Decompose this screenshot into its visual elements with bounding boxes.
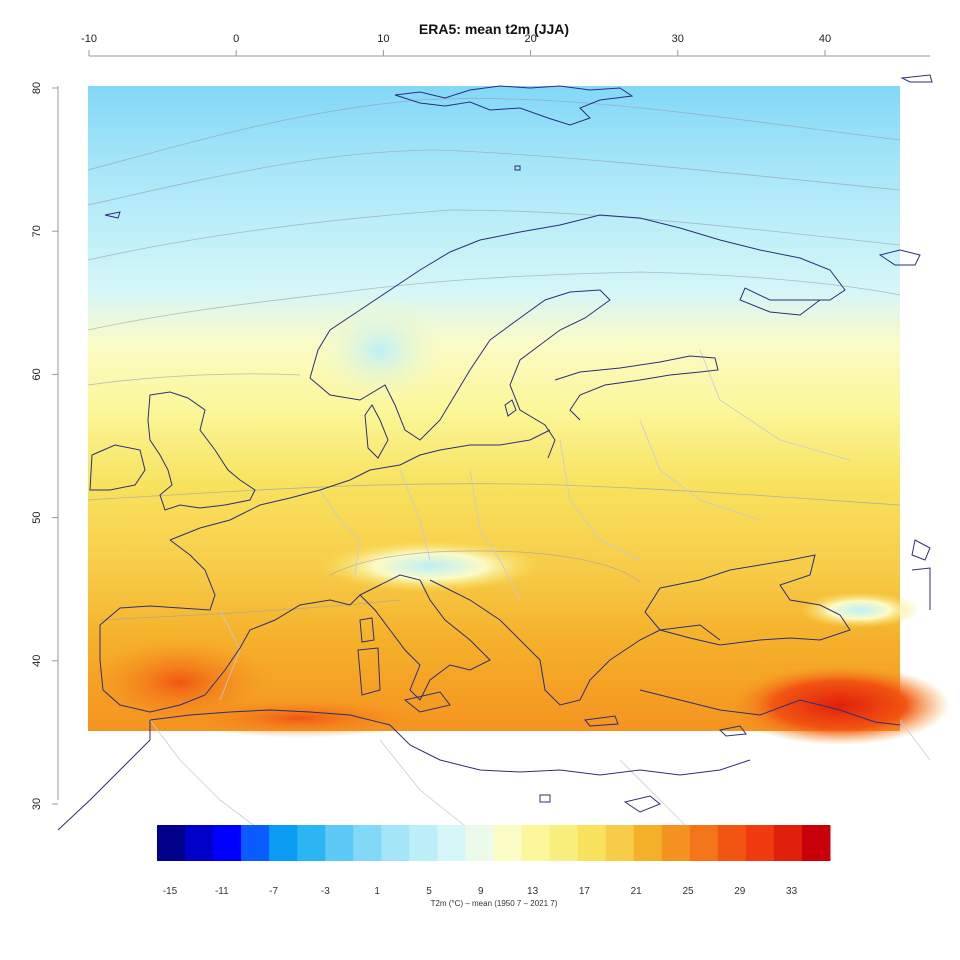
colorbar-swatch (745, 825, 775, 861)
colorbar-swatch (661, 825, 691, 861)
colorbar-swatch (717, 825, 747, 861)
colorbar-swatch (801, 825, 831, 861)
colorbar-swatch (381, 825, 410, 861)
coastlines (57, 74, 933, 831)
colorbar-swatch (465, 825, 494, 861)
colorbar-tick-label: 29 (734, 886, 746, 897)
colorbar-swatch (409, 825, 438, 861)
colorbar-swatch (185, 825, 214, 861)
colorbar-swatches (157, 825, 831, 861)
colorbar-label: T2m (°C) – mean (1950 7 – 2021 7) (431, 899, 558, 908)
lat-tick-label: 70 (31, 225, 43, 237)
lon-tick-label: 20 (524, 33, 536, 45)
colorbar-swatch (437, 825, 466, 861)
lon-tick-label: 40 (819, 33, 831, 45)
country-borders (149, 349, 931, 841)
lat-tick-label: 60 (31, 368, 43, 380)
colorbar-tick-label: 13 (527, 886, 539, 897)
lat-tick-label: 80 (31, 82, 43, 94)
lat-tick-label: 40 (31, 655, 43, 667)
colorbar-swatch (521, 825, 551, 861)
lat-tick-label: 50 (31, 511, 43, 523)
lon-tick-label: 0 (233, 33, 239, 45)
colorbar-swatch (493, 825, 523, 861)
colorbar-tick-label: 5 (426, 886, 432, 897)
colorbar-swatch (297, 825, 326, 861)
colorbar-swatch (689, 825, 719, 861)
colorbar-tick-label: 21 (631, 886, 643, 897)
colorbar-swatch (577, 825, 607, 861)
longitude-axis: -10 0 10 20 30 40 (81, 33, 930, 57)
colorbar-tick-label: 33 (786, 886, 798, 897)
lon-tick-label: -10 (81, 33, 97, 45)
lon-tick-label: 30 (672, 33, 684, 45)
lat-tick-label: 30 (31, 798, 43, 810)
colorbar-tick-label: -11 (215, 886, 229, 897)
colorbar-swatch (353, 825, 382, 861)
colorbar-swatch (325, 825, 354, 861)
colorbar-swatch (633, 825, 663, 861)
colorbar-tick-label: -15 (163, 886, 178, 897)
colorbar-tick-label: 17 (579, 886, 591, 897)
temperature-contours (87, 97, 901, 621)
colorbar-tick-label: 25 (682, 886, 694, 897)
lon-tick-label: 10 (377, 33, 389, 45)
colorbar: -15 -11 -7 -3 1 5 9 13 17 21 25 29 33 T2m (°C) – mea… (157, 825, 831, 908)
temperature-field (88, 86, 950, 745)
colorbar-tick-label: 1 (374, 886, 380, 897)
colorbar-ticks: -15 -11 -7 -3 1 5 9 13 17 21 25 29 33 (163, 886, 798, 897)
colorbar-swatch (269, 825, 298, 861)
colorbar-tick-label: 9 (478, 886, 484, 897)
colorbar-tick-label: -3 (321, 886, 330, 897)
map-title: ERA5: mean t2m (JJA) (419, 21, 569, 37)
colorbar-swatch (605, 825, 635, 861)
colorbar-swatch (241, 825, 270, 861)
colorbar-swatch (773, 825, 803, 861)
colorbar-swatch (549, 825, 579, 861)
latitude-axis: 80 70 60 50 40 30 (31, 82, 59, 810)
colorbar-swatch (157, 825, 186, 861)
colorbar-swatch (213, 825, 242, 861)
colorbar-tick-label: -7 (269, 886, 278, 897)
